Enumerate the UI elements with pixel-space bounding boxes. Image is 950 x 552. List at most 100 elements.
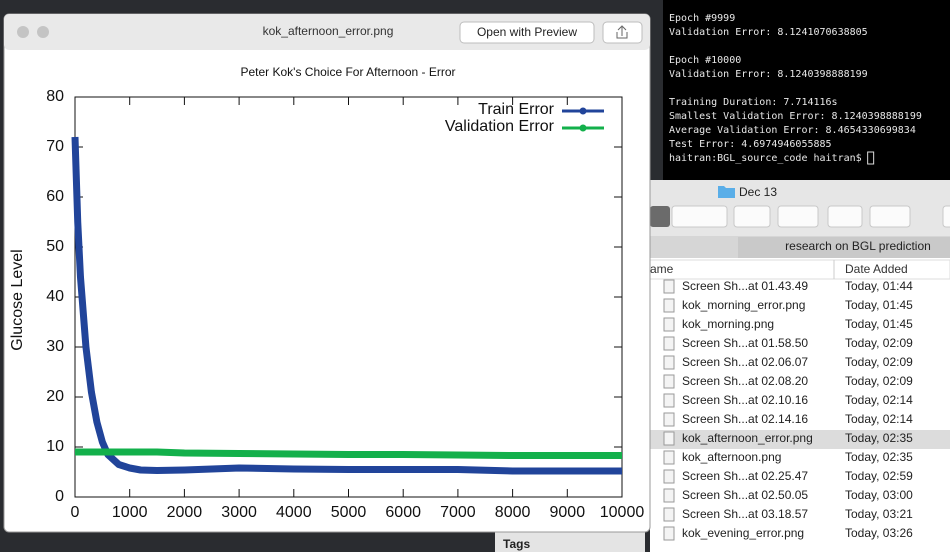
file-icon xyxy=(663,450,675,465)
legend-marker xyxy=(579,107,587,115)
file-icon xyxy=(663,412,675,427)
terminal xyxy=(663,0,950,180)
x-tick-label: 1000 xyxy=(112,504,148,521)
file-icon xyxy=(663,431,675,446)
terminal-line: Validation Error: 8.1241070638805 xyxy=(669,27,868,38)
file-name[interactable]: kok_morning.png xyxy=(682,317,774,331)
file-date: Today, 03:26 xyxy=(845,526,913,540)
arrange-button[interactable] xyxy=(733,205,771,228)
open-button-label: Open with Preview xyxy=(477,25,577,39)
file-icon xyxy=(663,488,675,503)
series-line xyxy=(74,448,622,459)
x-tick-label: 9000 xyxy=(550,504,586,521)
chart: Peter Kok's Choice For Afternoon - Error… xyxy=(9,65,644,521)
share-icon xyxy=(616,25,628,39)
legend-label: Validation Error xyxy=(445,118,555,135)
file-date: Today, 01:45 xyxy=(845,298,913,312)
y-tick-label: 0 xyxy=(55,488,64,505)
file-name[interactable]: Screen Sh...at 01.58.50 xyxy=(682,336,808,350)
legend-label: Train Error xyxy=(478,101,555,118)
tags-label: Tags xyxy=(503,537,530,551)
file-date: Today, 02:09 xyxy=(845,336,913,350)
file-name[interactable]: Screen Sh...at 02.06.07 xyxy=(682,355,808,369)
file-name[interactable]: kok_afternoon.png xyxy=(682,450,781,464)
y-tick-label: 60 xyxy=(46,188,64,205)
file-date: Today, 02:35 xyxy=(845,431,913,445)
file-date: Today, 03:00 xyxy=(845,488,913,502)
open-button[interactable] xyxy=(459,21,595,44)
action-button[interactable] xyxy=(777,205,819,228)
terminal-line: Validation Error: 8.1240398888199 xyxy=(669,69,868,80)
file-date: Today, 02:14 xyxy=(845,393,913,407)
terminal-prompt: haitran:BGL_source_code haitran$ xyxy=(669,153,862,164)
y-tick-label: 40 xyxy=(46,288,64,305)
file-date: Today, 02:09 xyxy=(845,355,913,369)
x-tick-label: 7000 xyxy=(440,504,476,521)
file-icon xyxy=(663,298,675,313)
file-icon xyxy=(663,526,675,541)
file-icon xyxy=(663,279,675,294)
file-list: Screen Sh...at 01.43.49 Today, 01:44 kok_m… xyxy=(650,279,950,541)
x-tick-label: 4000 xyxy=(276,504,312,521)
file-name[interactable]: kok_evening_error.png xyxy=(682,526,804,540)
file-name[interactable]: Screen Sh...at 02.10.16 xyxy=(682,393,808,407)
file-name[interactable]: Screen Sh...at 02.25.47 xyxy=(682,469,808,483)
folder-name: Dec 13 xyxy=(739,185,777,199)
x-tick-label: 6000 xyxy=(385,504,421,521)
share-button[interactable] xyxy=(827,205,863,228)
file-name[interactable]: Screen Sh...at 02.50.05 xyxy=(682,488,808,502)
list-view-button[interactable] xyxy=(650,206,670,227)
y-tick-label: 80 xyxy=(46,88,64,105)
terminal-line: Test Error: 4.6974946055885 xyxy=(669,139,832,150)
terminal-line: Training Duration: 7.714116s xyxy=(669,97,838,108)
file-name[interactable]: Screen Sh...at 02.14.16 xyxy=(682,412,808,426)
file-name[interactable]: Screen Sh...at 02.08.20 xyxy=(682,374,808,388)
file-icon xyxy=(663,355,675,370)
window-title: kok_afternoon_error.png xyxy=(263,24,394,38)
y-tick-label: 50 xyxy=(46,238,64,255)
x-tick-label: 2000 xyxy=(167,504,203,521)
minimize-button[interactable] xyxy=(37,26,49,38)
search-field[interactable] xyxy=(942,205,950,228)
date-column[interactable]: Date Added xyxy=(845,262,908,276)
tag-button[interactable] xyxy=(869,205,911,228)
terminal-line: Smallest Validation Error: 8.12403988881… xyxy=(669,111,922,122)
file-date: Today, 01:44 xyxy=(845,279,913,293)
file-date: Today, 02:59 xyxy=(845,469,913,483)
chart-title: Peter Kok's Choice For Afternoon - Error xyxy=(240,65,455,79)
terminal-line: Average Validation Error: 8.465433069983… xyxy=(669,125,916,136)
legend-marker xyxy=(579,124,587,132)
close-button[interactable] xyxy=(17,26,29,38)
file-date: Today, 02:14 xyxy=(845,412,913,426)
file-name[interactable]: kok_afternoon_error.png xyxy=(682,431,813,445)
x-tick-label: 10000 xyxy=(600,504,645,521)
selected-row xyxy=(650,430,950,449)
file-icon xyxy=(663,469,675,484)
file-name[interactable]: Screen Sh...at 01.43.49 xyxy=(682,279,808,293)
x-tick-label: 8000 xyxy=(495,504,531,521)
y-tick-label: 20 xyxy=(46,388,64,405)
terminal-text: Epoch #9999 Validation Error: 8.124107063… xyxy=(669,13,922,165)
name-column[interactable]: ame xyxy=(650,262,674,276)
file-icon xyxy=(663,507,675,522)
file-name[interactable]: Screen Sh...at 03.18.57 xyxy=(682,507,808,521)
x-tick-label: 3000 xyxy=(221,504,257,521)
folder-icon xyxy=(718,186,735,198)
cursor xyxy=(867,151,875,165)
file-icon xyxy=(663,336,675,351)
x-tick-label: 0 xyxy=(71,504,80,521)
file-icon xyxy=(663,317,675,332)
file-icon xyxy=(663,393,675,408)
y-tick-label: 70 xyxy=(46,138,64,155)
x-tick-label: 5000 xyxy=(331,504,367,521)
view-buttons[interactable] xyxy=(671,205,728,228)
series-line xyxy=(71,136,622,475)
terminal-line: Epoch #10000 xyxy=(669,55,741,66)
file-name[interactable]: kok_morning_error.png xyxy=(682,298,805,312)
file-icon xyxy=(663,374,675,389)
file-date: Today, 01:45 xyxy=(845,317,913,331)
path-label: research on BGL prediction xyxy=(785,239,931,253)
path-tab[interactable] xyxy=(738,237,950,258)
